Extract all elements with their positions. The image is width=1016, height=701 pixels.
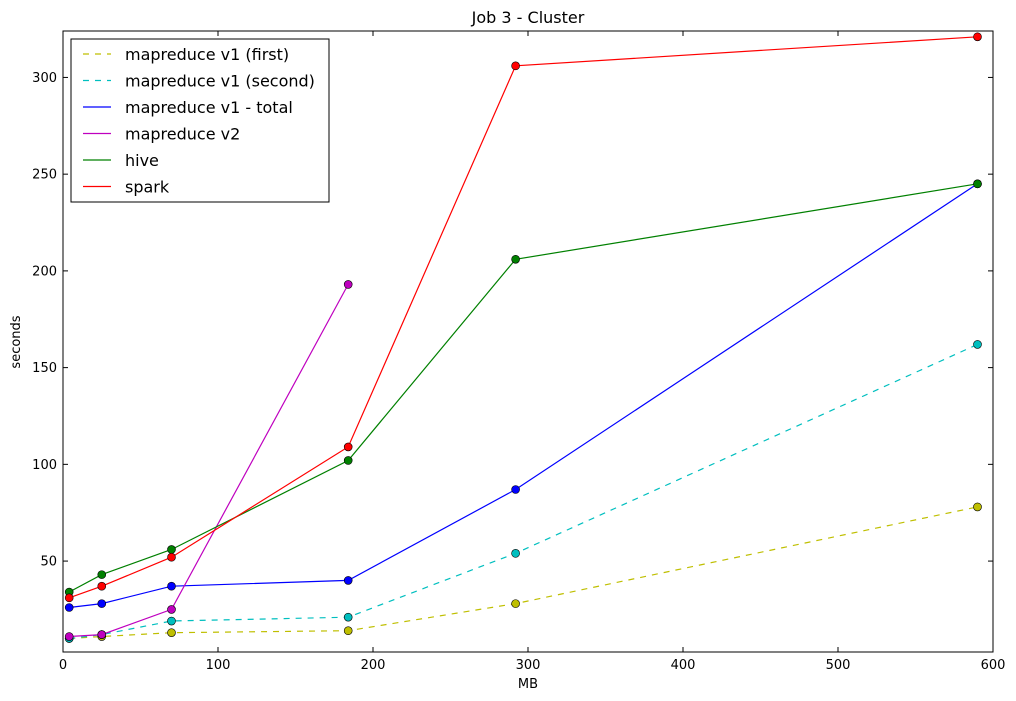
legend-label: mapreduce v1 (second) (125, 72, 315, 91)
y-tick-label: 300 (32, 71, 57, 86)
data-point-hive (343, 456, 353, 465)
plot-frame (62, 30, 994, 653)
y-axis-label: seconds (9, 315, 24, 368)
series-line-hive (68, 183, 978, 593)
data-point-mapreduce-v1-total (97, 599, 107, 608)
data-point-mapreduce-v1-first (973, 502, 982, 512)
ticks-layer: 0 100 200 300 400 500 600 50 100 150 200 250 300 (32, 31, 1005, 673)
legend-label: mapreduce v1 - total (125, 98, 293, 117)
data-point-mapreduce-v1-first (167, 628, 176, 637)
series-mapreduce-v2 (64, 280, 353, 641)
data-point-mapreduce-v1-second (343, 612, 353, 622)
legend-label: mapreduce v2 (125, 125, 240, 144)
data-point-spark (343, 442, 353, 452)
data-point-mapreduce-v1-second (167, 616, 176, 626)
x-tick-label: 500 (826, 658, 851, 673)
data-point-spark (64, 593, 74, 603)
x-tick-label: 400 (671, 658, 696, 673)
data-point-mapreduce-v2 (97, 630, 107, 639)
data-point-hive (973, 179, 982, 189)
y-tick-label: 50 (40, 555, 57, 570)
data-point-mapreduce-v2 (64, 632, 74, 641)
data-point-spark (511, 61, 520, 71)
legend-entry: mapreduce v2 (83, 125, 240, 144)
data-point-mapreduce-v2 (167, 605, 176, 614)
y-tick-label: 100 (32, 458, 57, 473)
series-layer (64, 32, 982, 643)
data-point-hive (167, 545, 176, 554)
chart-title: Job 3 - Cluster (471, 8, 585, 27)
data-point-spark (97, 581, 107, 591)
x-axis-label: MB (518, 677, 538, 692)
legend-label: spark (125, 178, 170, 197)
data-point-mapreduce-v1-first (343, 626, 353, 636)
series-line-mapreduce-v2 (69, 284, 349, 638)
series-spark (64, 32, 982, 603)
y-tick-label: 250 (32, 168, 57, 183)
x-tick-label: 100 (206, 658, 231, 673)
legend-entry: mapreduce v1 (first) (83, 45, 289, 64)
data-point-spark (973, 32, 982, 42)
legend-entry: hive (83, 151, 159, 170)
series-line-mapreduce-v1-first (69, 506, 978, 640)
legend-box (70, 38, 330, 203)
y-tick-label: 150 (32, 361, 57, 376)
data-point-mapreduce-v1-second (511, 549, 520, 558)
data-point-hive (97, 570, 107, 579)
data-point-mapreduce-v1-first (511, 599, 520, 608)
data-point-hive (511, 254, 520, 264)
legend-entry: mapreduce v1 - total (83, 98, 293, 117)
legend-label: hive (125, 151, 159, 170)
legend: mapreduce v1 (first) mapreduce v1 (second… (70, 38, 330, 203)
legend-entry: mapreduce v1 (second) (83, 72, 315, 91)
x-tick-label: 600 (981, 658, 1006, 673)
legend-label: mapreduce v1 (first) (125, 45, 289, 64)
data-point-mapreduce-v1-total (64, 603, 74, 612)
x-tick-label: 300 (516, 658, 541, 673)
legend-entry: spark (83, 178, 170, 197)
x-tick-label: 200 (361, 658, 386, 673)
series-line-spark (68, 36, 978, 599)
data-point-mapreduce-v1-second (973, 340, 982, 349)
data-point-mapreduce-v1-total (511, 485, 520, 494)
data-point-mapreduce-v1-total (167, 581, 176, 591)
y-tick-label: 200 (32, 264, 57, 279)
series-mapreduce-v1-total (64, 179, 982, 612)
data-point-mapreduce-v2 (343, 280, 353, 289)
data-point-spark (167, 552, 176, 562)
data-point-mapreduce-v1-total (343, 576, 353, 585)
x-tick-label: 0 (59, 658, 67, 673)
series-line-mapreduce-v1-total (69, 183, 978, 609)
